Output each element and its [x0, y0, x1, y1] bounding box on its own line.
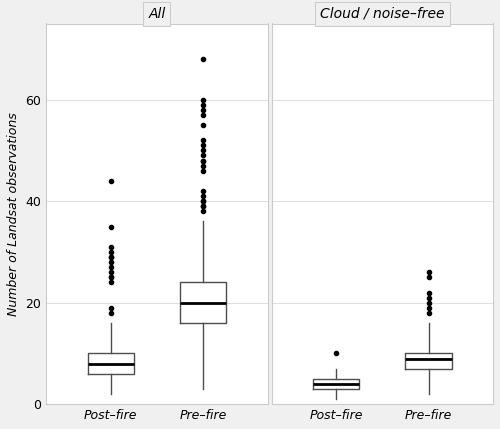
Y-axis label: Number of Landsat observations: Number of Landsat observations	[7, 112, 20, 316]
Title: Cloud / noise–free: Cloud / noise–free	[320, 7, 444, 21]
Title: All: All	[148, 7, 166, 21]
